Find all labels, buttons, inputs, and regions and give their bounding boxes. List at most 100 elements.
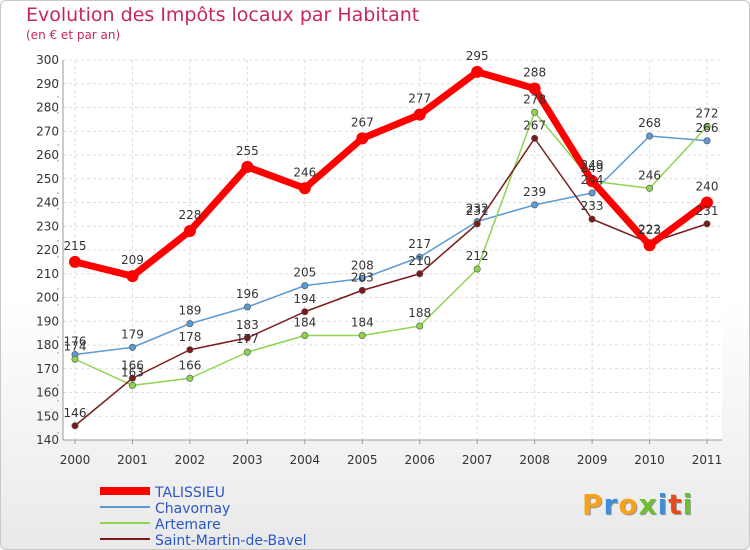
data-point bbox=[471, 65, 484, 78]
y-tick-label: 220 bbox=[36, 243, 59, 257]
data-point bbox=[186, 374, 194, 382]
data-point bbox=[243, 303, 251, 311]
data-point bbox=[643, 239, 656, 252]
data-point bbox=[126, 270, 139, 283]
y-tick-label: 260 bbox=[36, 148, 59, 162]
data-point bbox=[358, 274, 366, 282]
x-tick-label: 2002 bbox=[175, 453, 206, 467]
data-label: 240 bbox=[696, 180, 719, 194]
x-tick-label: 2010 bbox=[634, 453, 665, 467]
data-label: 209 bbox=[121, 253, 144, 267]
logo-letter: P bbox=[582, 488, 604, 521]
chart-title: Evolution des Impôts locaux par Habitant bbox=[26, 4, 420, 26]
data-label: 228 bbox=[178, 208, 201, 222]
logo-letter: i bbox=[657, 488, 669, 521]
data-label: 255 bbox=[236, 144, 259, 158]
data-label: 210 bbox=[408, 254, 431, 268]
data-label: 246 bbox=[293, 165, 316, 179]
data-point bbox=[473, 220, 481, 228]
data-label: 208 bbox=[351, 259, 374, 273]
data-point bbox=[531, 134, 539, 142]
data-label: 188 bbox=[408, 306, 431, 320]
data-label: 212 bbox=[466, 249, 489, 263]
data-label: 233 bbox=[581, 199, 604, 213]
x-tick-label: 2007 bbox=[462, 453, 493, 467]
legend-label: TALISSIEU bbox=[154, 485, 225, 501]
series-line-talissieu bbox=[71, 68, 711, 280]
data-label: 166 bbox=[178, 358, 201, 372]
proxiti-logo: Proxiti bbox=[582, 488, 693, 521]
data-point bbox=[703, 220, 711, 228]
series-line-chavornay bbox=[74, 135, 708, 356]
data-label: 177 bbox=[236, 332, 259, 346]
legend-label: Artemare bbox=[155, 517, 221, 533]
x-tick-label: 2004 bbox=[290, 453, 321, 467]
data-label: 179 bbox=[121, 327, 144, 341]
y-tick-label: 210 bbox=[36, 267, 59, 281]
data-point bbox=[128, 381, 136, 389]
data-point bbox=[416, 253, 424, 261]
data-point bbox=[298, 182, 311, 195]
data-point bbox=[301, 308, 309, 316]
data-point bbox=[646, 132, 654, 140]
data-point bbox=[646, 184, 654, 192]
data-label: 272 bbox=[696, 107, 719, 121]
data-label: 277 bbox=[408, 92, 431, 106]
data-point bbox=[243, 348, 251, 356]
y-tick-label: 180 bbox=[36, 338, 59, 352]
y-tick-label: 240 bbox=[36, 196, 59, 210]
data-label: 203 bbox=[351, 270, 374, 284]
data-label: 239 bbox=[523, 185, 546, 199]
y-tick-label: 160 bbox=[36, 386, 59, 400]
data-label: 146 bbox=[64, 406, 87, 420]
data-label: 246 bbox=[638, 168, 661, 182]
data-label: 184 bbox=[351, 316, 374, 330]
data-label: 244 bbox=[581, 173, 604, 187]
data-label: 231 bbox=[466, 204, 489, 218]
data-label: 178 bbox=[178, 330, 201, 344]
data-point bbox=[71, 422, 79, 430]
data-label: 222 bbox=[638, 222, 661, 236]
data-label: 268 bbox=[638, 116, 661, 130]
logo-letter: i bbox=[682, 488, 694, 521]
logo-letter: r bbox=[603, 488, 619, 521]
data-point bbox=[128, 343, 136, 351]
data-point bbox=[531, 108, 539, 116]
y-tick-label: 170 bbox=[36, 362, 59, 376]
logo-letter: o bbox=[618, 488, 639, 521]
legend-label: Chavornay bbox=[155, 501, 230, 517]
data-label: 288 bbox=[523, 66, 546, 80]
data-point bbox=[703, 123, 711, 131]
data-point bbox=[241, 160, 254, 173]
data-point bbox=[416, 322, 424, 330]
y-tick-label: 270 bbox=[36, 124, 59, 138]
data-label: 217 bbox=[408, 237, 431, 251]
data-point bbox=[473, 265, 481, 273]
series-line-saint-martin-de-bavel bbox=[74, 137, 708, 427]
data-point bbox=[531, 201, 539, 209]
data-label: 215 bbox=[64, 239, 87, 253]
data-point bbox=[416, 270, 424, 278]
data-label: 223 bbox=[638, 223, 661, 237]
x-tick-label: 2008 bbox=[519, 453, 550, 467]
y-tick-label: 250 bbox=[36, 172, 59, 186]
data-point bbox=[186, 320, 194, 328]
y-tick-label: 230 bbox=[36, 219, 59, 233]
data-point bbox=[358, 286, 366, 294]
data-point bbox=[69, 255, 81, 268]
data-point bbox=[186, 346, 194, 354]
data-point bbox=[71, 355, 79, 363]
data-label: 184 bbox=[293, 316, 316, 330]
data-label: 278 bbox=[523, 92, 546, 106]
x-tick-label: 2009 bbox=[577, 453, 608, 467]
legend-label: Saint-Martin-de-Bavel bbox=[155, 533, 307, 549]
data-label: 176 bbox=[64, 335, 87, 349]
data-point bbox=[701, 196, 713, 209]
data-point bbox=[356, 132, 369, 145]
data-point bbox=[528, 82, 541, 95]
data-label: 249 bbox=[581, 158, 604, 172]
data-label: 266 bbox=[696, 121, 719, 135]
data-label: 174 bbox=[64, 339, 87, 353]
y-tick-label: 200 bbox=[36, 291, 59, 305]
